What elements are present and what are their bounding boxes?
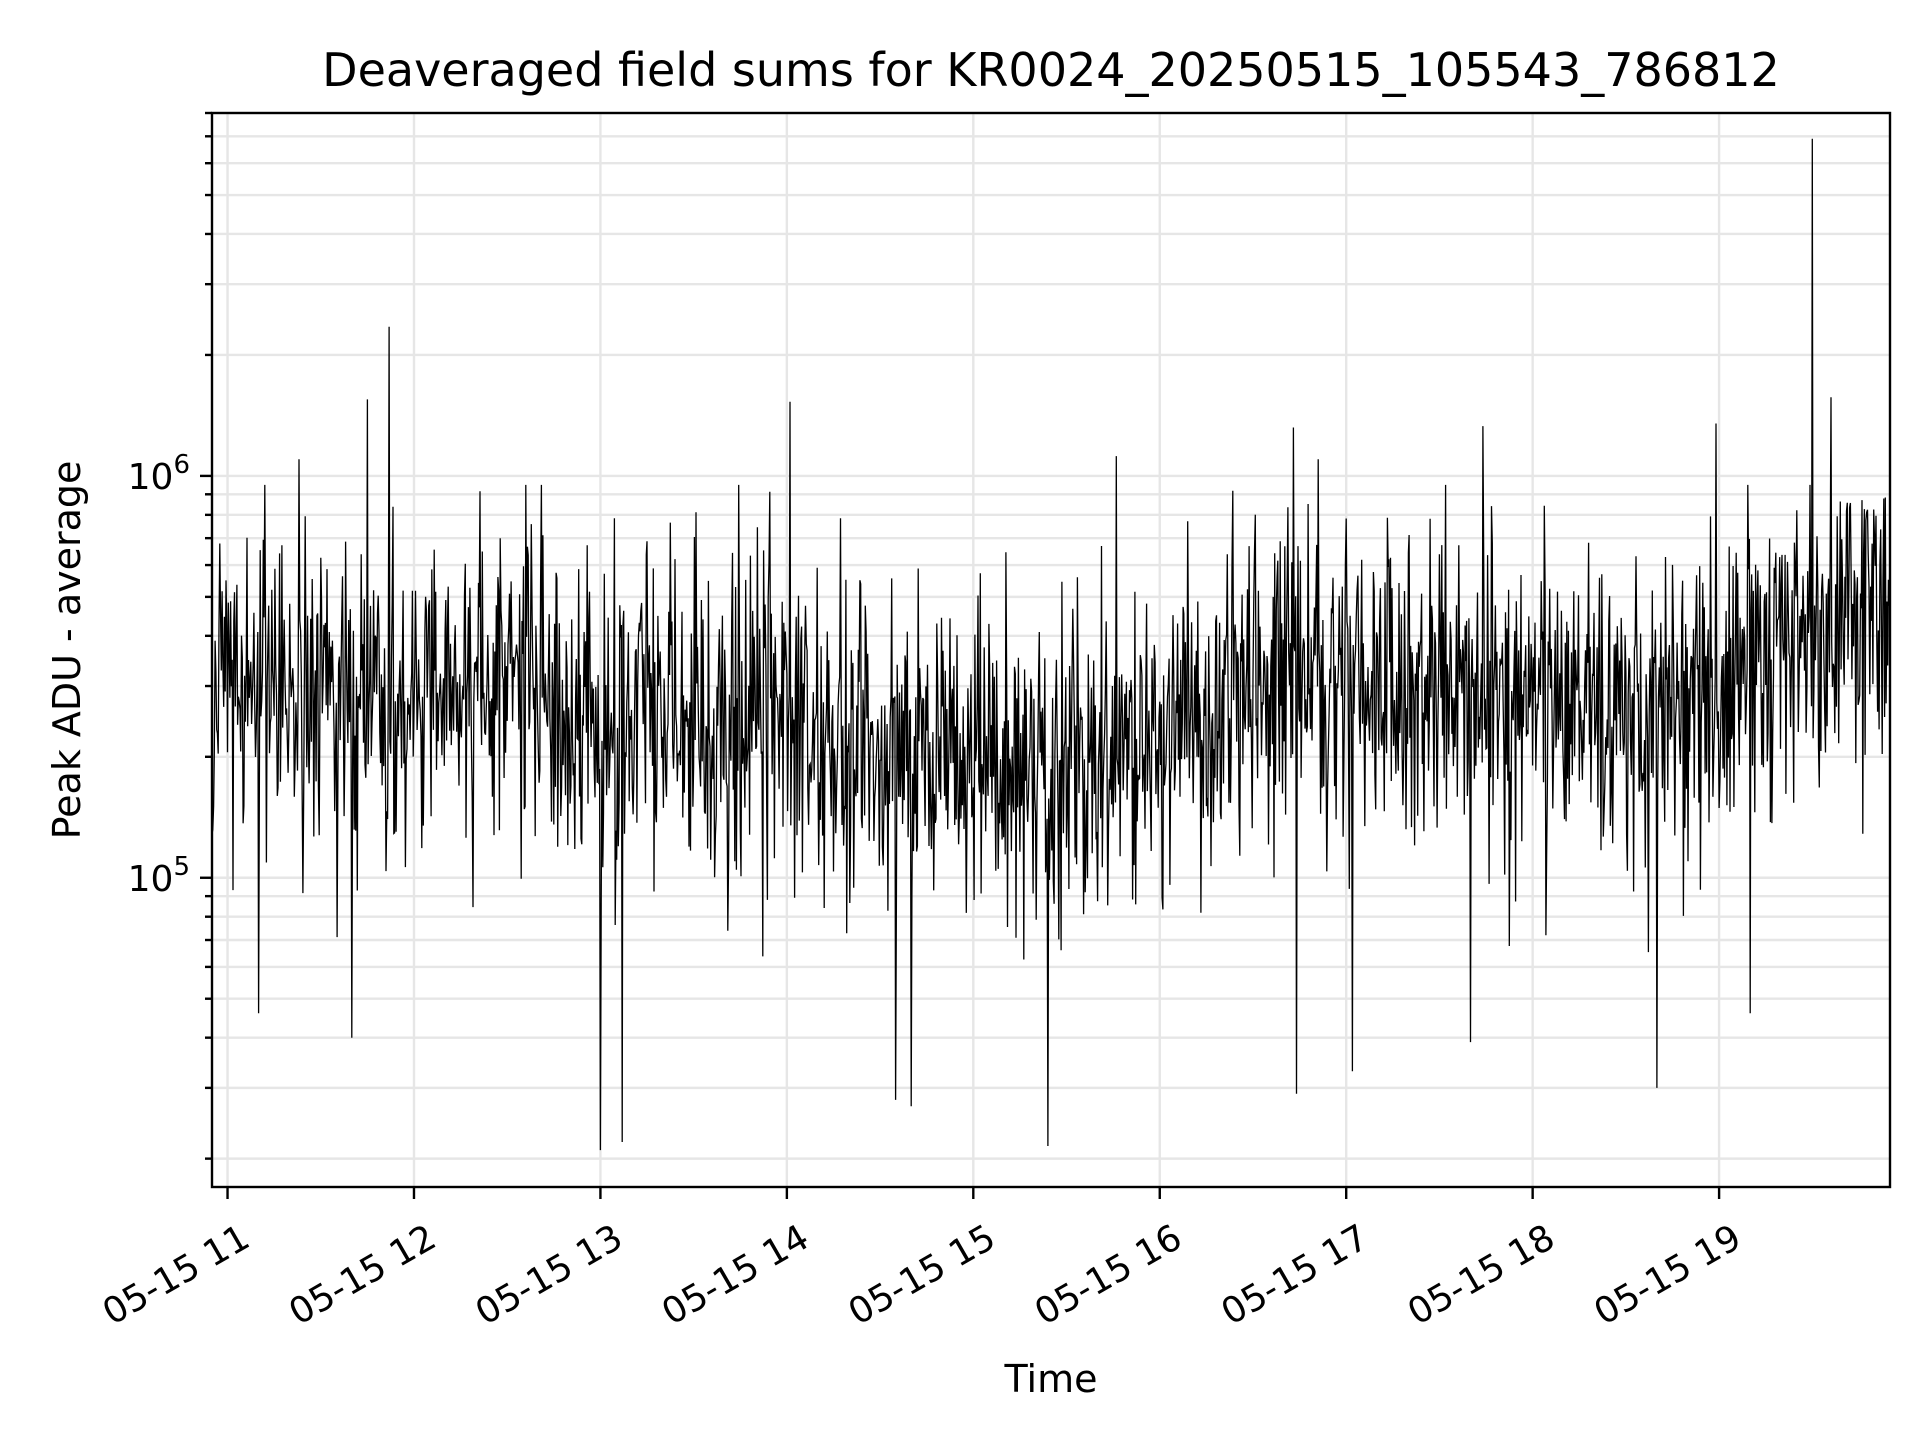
- series-line: [211, 138, 1891, 1151]
- y-tick-label: 105: [128, 852, 190, 900]
- x-axis-ticks: 05-15 11 05-15 12 05-15 13 05-15 14 05-15 15…: [96, 1187, 1748, 1334]
- x-tick-label: 05-15 19: [1588, 1217, 1749, 1333]
- x-tick-label: 05-15 16: [1028, 1217, 1189, 1333]
- x-tick-label: 05-15 13: [469, 1217, 630, 1333]
- y-axis-label: Peak ADU - average: [45, 461, 89, 840]
- y-axis-ticks: 105 106: [128, 111, 212, 1160]
- x-tick-label: 05-15 12: [282, 1217, 443, 1333]
- x-axis-label: Time: [1004, 1357, 1098, 1401]
- y-tick-label: 106: [128, 450, 190, 498]
- chart-title: Deaveraged field sums for KR0024_2025051…: [322, 43, 1780, 97]
- x-tick-label: 05-15 17: [1215, 1217, 1376, 1333]
- x-tick-label: 05-15 11: [96, 1217, 257, 1333]
- grid: [212, 111, 1890, 1187]
- x-tick-label: 05-15 14: [655, 1217, 816, 1333]
- series-group: [211, 138, 1891, 1151]
- plot-frame: [210, 111, 1892, 1189]
- x-tick-label: 05-15 18: [1401, 1217, 1562, 1333]
- x-tick-label: 05-15 15: [842, 1217, 1003, 1333]
